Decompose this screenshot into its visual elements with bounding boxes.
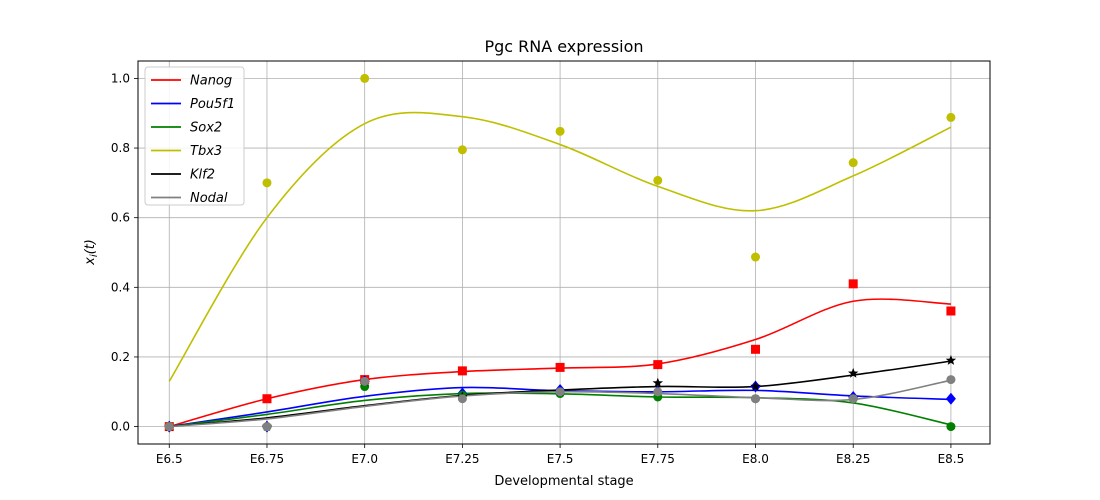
x-tick-label: E7.5 — [547, 452, 574, 466]
x-tick-label: E7.25 — [445, 452, 479, 466]
point-nanog — [751, 344, 761, 354]
x-tick-label: E7.0 — [351, 452, 378, 466]
point-tbx3 — [751, 252, 761, 262]
y-tick-label: 0.2 — [111, 350, 130, 364]
point-nodal — [360, 376, 370, 386]
y-ticks: 0.0 0.2 0.4 0.6 0.8 1.0 — [111, 71, 138, 434]
legend-label: Nanog — [190, 74, 232, 89]
legend-label: Sox2 — [190, 121, 222, 136]
svg-text:xi(t): xi(t) — [83, 239, 100, 266]
point-tbx3 — [946, 112, 956, 122]
point-nodal — [555, 387, 565, 397]
legend-label: Tbx3 — [190, 144, 222, 159]
x-tick-label: E7.75 — [641, 452, 675, 466]
y-tick-label: 0.4 — [111, 280, 130, 294]
point-klf2 — [847, 367, 859, 378]
point-nanog — [457, 366, 467, 376]
legend-box — [144, 66, 245, 206]
point-tbx3 — [848, 158, 858, 168]
point-nodal — [848, 394, 858, 404]
point-nanog — [555, 362, 565, 372]
y-tick-label: 0.0 — [111, 420, 130, 434]
legend-label: Klf2 — [190, 168, 215, 183]
point-nodal — [164, 422, 174, 432]
point-nodal — [653, 387, 663, 397]
point-nanog — [848, 279, 858, 289]
point-nodal — [751, 394, 761, 404]
point-klf2 — [652, 377, 664, 388]
point-klf2 — [945, 354, 957, 365]
grid — [138, 61, 990, 444]
point-nanog — [653, 360, 663, 370]
x-ticks: E6.5 E6.75 E7.0 E7.25 E7.5 E7.75 E8.0 E8.25 E8.5 — [156, 444, 964, 466]
point-tbx3 — [653, 175, 663, 185]
legend-label: Pou5f1 — [190, 97, 235, 112]
legend: Nanog Pou5f1 Sox2 Tbx3 Klf2 Nodal — [144, 66, 245, 206]
y-axis-label: xi(t) — [83, 239, 100, 266]
point-nodal — [946, 375, 956, 385]
x-tick-label: E6.5 — [156, 452, 183, 466]
point-tbx3 — [262, 178, 272, 188]
point-nanog — [946, 306, 956, 316]
point-nodal — [262, 422, 272, 432]
y-tick-label: 0.6 — [111, 211, 130, 225]
y-tick-label: 1.0 — [111, 71, 130, 85]
plot-frame — [137, 60, 991, 445]
point-pou5f1 — [945, 392, 956, 405]
chart-title: Pgc RNA expression — [484, 37, 643, 56]
x-tick-label: E8.0 — [742, 452, 769, 466]
legend-label: Nodal — [190, 191, 228, 206]
point-tbx3 — [457, 145, 467, 155]
point-klf2 — [750, 381, 761, 391]
data-points — [164, 73, 957, 433]
x-tick-label: E8.25 — [836, 452, 870, 466]
point-sox2 — [946, 422, 956, 432]
point-nanog — [262, 394, 272, 404]
point-nodal — [457, 394, 467, 404]
point-tbx3 — [360, 73, 370, 83]
x-tick-label: E8.5 — [938, 452, 965, 466]
series-line-tbx3 — [168, 111, 952, 382]
x-tick-label: E6.75 — [250, 452, 284, 466]
point-tbx3 — [555, 126, 565, 136]
x-axis-label: Developmental stage — [494, 474, 633, 489]
y-tick-label: 0.8 — [111, 141, 130, 155]
